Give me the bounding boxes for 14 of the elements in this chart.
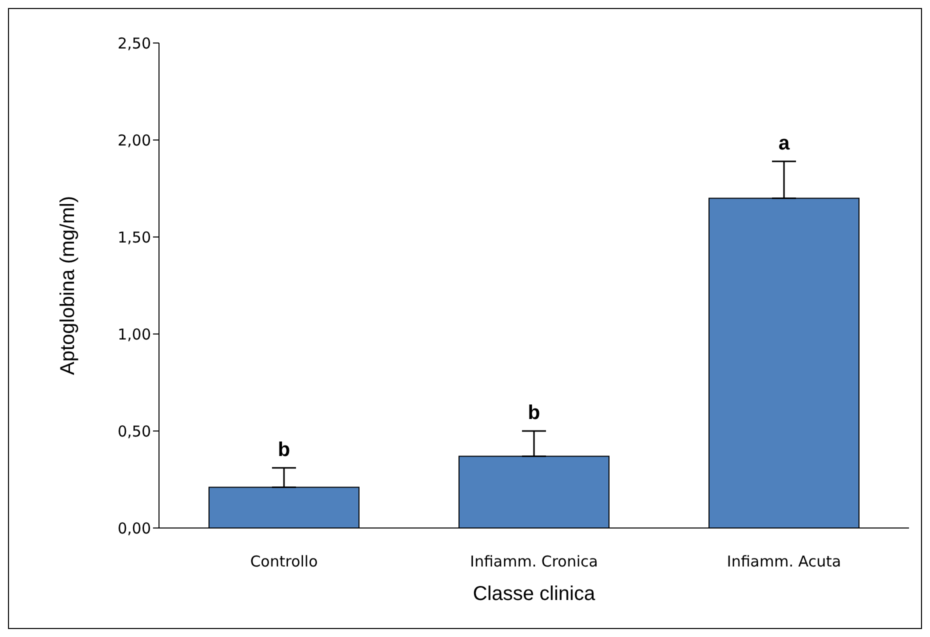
y-axis-title: Aptoglobina (mg/ml) <box>57 196 80 375</box>
x-tick-label: Infiamm. Acuta <box>726 552 842 571</box>
x-axis-title: Classe clinica <box>472 583 596 605</box>
x-tick-label: Infiamm. Cronica <box>470 552 598 571</box>
y-tick-label: 2,00 <box>118 131 151 150</box>
annotation: b <box>278 438 290 461</box>
y-tick-label: 2,50 <box>118 34 151 52</box>
y-tick-label: 0,50 <box>118 422 151 440</box>
annotation: b <box>528 402 540 424</box>
y-tick-label: 0,00 <box>118 519 151 538</box>
y-tick-label: 1,50 <box>118 228 151 246</box>
x-tick-label: Controllo <box>250 552 318 571</box>
annotation: a <box>778 132 790 154</box>
y-tick-label: 1,00 <box>118 325 151 344</box>
